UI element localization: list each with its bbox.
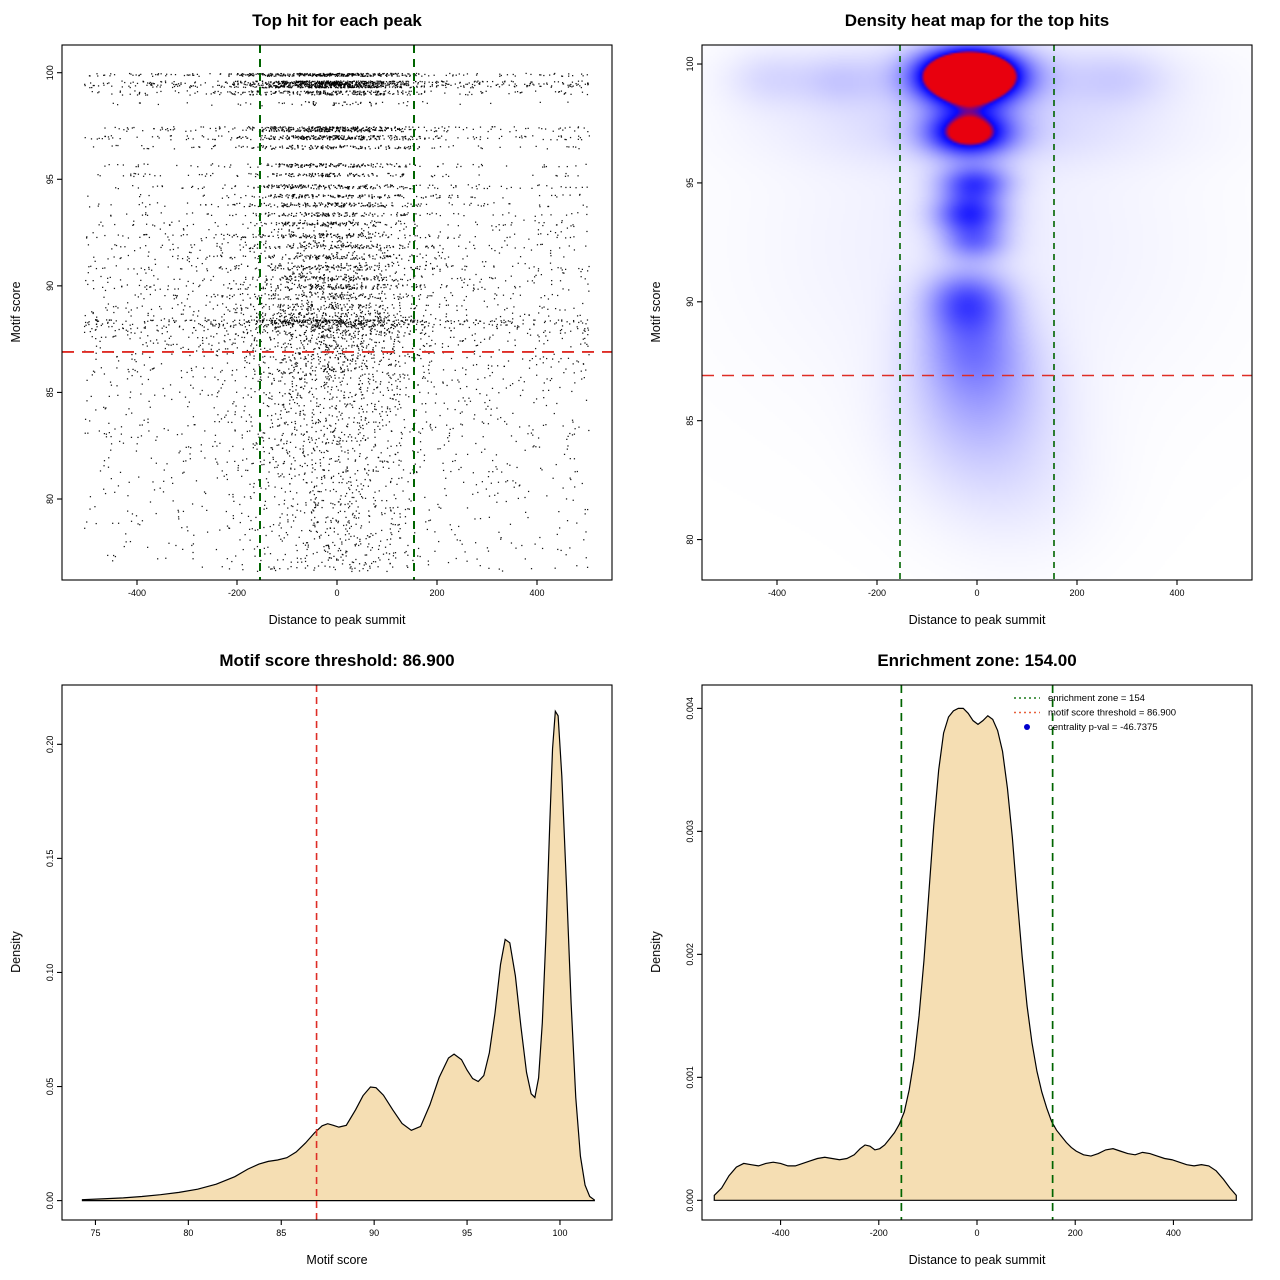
panel-title: Top hit for each peak [252, 11, 422, 30]
panel-density-heatmap: Density heat map for the top hits Distan… [640, 0, 1280, 640]
heatmap-canvas [640, 0, 1280, 640]
scatter-plot-canvas [0, 0, 640, 640]
score-density-canvas [0, 640, 640, 1280]
panel-title: Enrichment zone: 154.00 [877, 651, 1077, 670]
panel-top-hits-scatter: Top hit for each peak Distance to peak s… [0, 0, 640, 640]
panel-enrichment-zone-density: Enrichment zone: 154.00 Distance to peak… [640, 640, 1280, 1280]
panel-motif-score-density: Motif score threshold: 86.900 Motif scor… [0, 640, 640, 1280]
y-axis-label: Motif score [649, 281, 663, 343]
x-axis-label: Distance to peak summit [268, 613, 406, 627]
y-axis-label: Motif score [9, 281, 23, 343]
x-axis-label: Distance to peak summit [908, 1253, 1046, 1267]
y-axis-label: Density [9, 931, 23, 973]
panel-title: Density heat map for the top hits [844, 11, 1110, 30]
y-axis-label: Density [649, 931, 663, 973]
panel-title: Motif score threshold: 86.900 [219, 651, 455, 670]
distance-density-canvas [640, 640, 1280, 1280]
x-axis-label: Distance to peak summit [908, 613, 1046, 627]
x-axis-label: Motif score [306, 1253, 368, 1267]
